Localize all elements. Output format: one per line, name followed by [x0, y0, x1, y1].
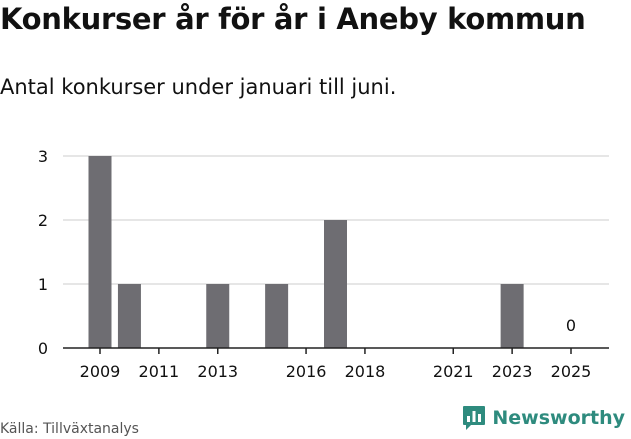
data-label: 0 — [566, 316, 576, 335]
x-tick-label: 2011 — [139, 362, 180, 381]
bar-2023 — [500, 284, 524, 348]
x-tick-label: 2021 — [433, 362, 474, 381]
x-tick-label: 2013 — [197, 362, 238, 381]
y-tick-label: 0 — [38, 339, 48, 358]
bar-2010 — [117, 284, 141, 348]
bar-2017 — [324, 220, 347, 348]
chart-title: Konkurser år för år i Aneby kommun — [0, 2, 586, 36]
brand-logo: Newsworthy — [462, 405, 625, 431]
x-tick-label: 2025 — [551, 362, 592, 381]
y-tick-label: 3 — [38, 147, 48, 166]
x-tick-label: 2023 — [492, 362, 533, 381]
y-tick-label: 2 — [38, 211, 48, 230]
bar-2015 — [265, 284, 289, 348]
x-tick-label: 2018 — [345, 362, 386, 381]
newsworthy-logo-icon — [463, 406, 486, 430]
bars — [88, 156, 524, 348]
x-axis-ticks: 2009 2011 2013 2016 2018 2021 2023 2025 — [80, 348, 592, 381]
x-tick-label: 2009 — [80, 362, 121, 381]
bar-2009 — [88, 156, 112, 348]
x-tick-label: 2016 — [286, 362, 327, 381]
annotations: 0 — [566, 316, 576, 335]
bar-chart: 0 1 2 3 2009 2011 2013 2016 2018 2021 2023 2025 0 — [38, 147, 609, 381]
chart-subtitle: Antal konkurser under januari till juni. — [0, 75, 397, 99]
y-axis-ticks: 0 1 2 3 — [38, 147, 48, 358]
brand-name: Newsworthy — [492, 407, 625, 429]
y-tick-label: 1 — [38, 275, 48, 294]
bar-2013 — [206, 284, 230, 348]
source-note: Källa: Tillväxtanalys — [0, 421, 139, 437]
